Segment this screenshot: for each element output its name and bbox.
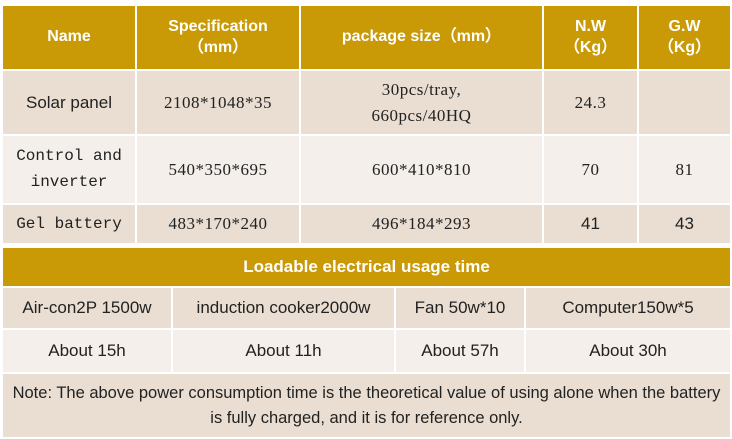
header-gw: G.W （Kg） xyxy=(639,6,730,69)
header-nw: N.W （Kg） xyxy=(544,6,637,69)
time-fan: About 57h xyxy=(396,330,524,372)
appliance-aircon: Air-con2P 1500w xyxy=(3,288,171,328)
row-battery-gw: 43 xyxy=(639,205,730,243)
row-battery-name: Gel battery xyxy=(3,205,135,243)
row-solar-gw xyxy=(639,71,730,134)
row-solar-package: 30pcs/tray, 660pcs/40HQ xyxy=(301,71,542,134)
appliance-fan: Fan 50w*10 xyxy=(396,288,524,328)
row-solar-name: Solar panel xyxy=(3,71,135,134)
header-name: Name xyxy=(3,6,135,69)
usage-title: Loadable electrical usage time xyxy=(3,248,730,286)
header-package: package size（mm） xyxy=(301,6,542,69)
usage-note: Note: The above power consumption time i… xyxy=(3,374,730,437)
time-aircon: About 15h xyxy=(3,330,171,372)
appliance-induction-cooker: induction cooker2000w xyxy=(173,288,394,328)
row-inverter-nw: 70 xyxy=(544,136,637,203)
row-battery-spec: 483*170*240 xyxy=(137,205,299,243)
row-solar-nw: 24.3 xyxy=(544,71,637,134)
row-inverter-name: Control and inverter xyxy=(3,136,135,203)
time-computer: About 30h xyxy=(526,330,730,372)
time-induction-cooker: About 11h xyxy=(173,330,394,372)
row-battery-package: 496*184*293 xyxy=(301,205,542,243)
row-inverter-gw: 81 xyxy=(639,136,730,203)
row-battery-nw: 41 xyxy=(544,205,637,243)
header-spec: Specification （mm） xyxy=(137,6,299,69)
appliance-computer: Computer150w*5 xyxy=(526,288,730,328)
row-inverter-package: 600*410*810 xyxy=(301,136,542,203)
row-solar-spec: 2108*1048*35 xyxy=(137,71,299,134)
row-inverter-spec: 540*350*695 xyxy=(137,136,299,203)
